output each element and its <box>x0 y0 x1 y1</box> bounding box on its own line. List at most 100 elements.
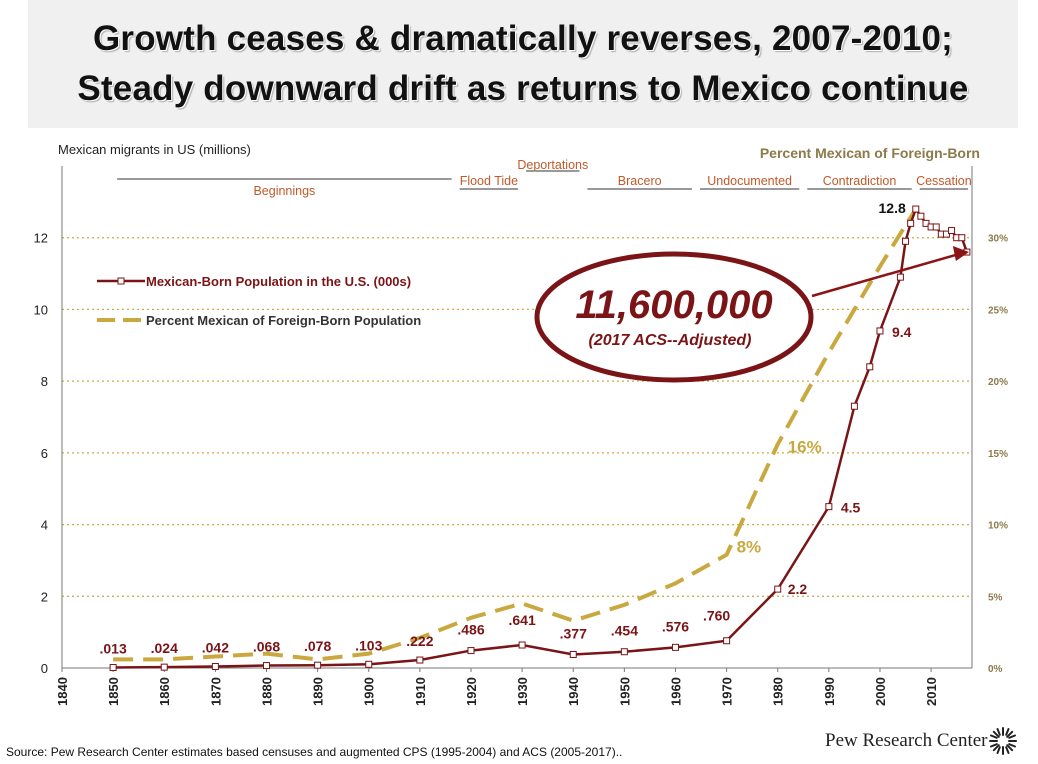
y-tick-label: 12 <box>34 231 48 246</box>
population-point <box>876 327 884 335</box>
y-tick-label: 6 <box>41 446 48 461</box>
brand-name: Pew Research Center <box>825 730 988 751</box>
y2-tick-label: 20% <box>988 377 1008 388</box>
data-label: .013 <box>99 641 126 657</box>
x-tick-label: 1840 <box>55 677 70 706</box>
percent-series-line <box>113 207 918 662</box>
source-note: Source: Pew Research Center estimates ba… <box>6 745 623 759</box>
y-tick-label: 0 <box>41 661 48 676</box>
x-tick-label: 1910 <box>413 677 428 706</box>
x-tick-label: 1900 <box>362 677 377 706</box>
x-tick-label: 1990 <box>822 677 837 706</box>
callout-ellipse <box>534 251 814 383</box>
y2-tick-label: 5% <box>988 592 1003 603</box>
chart-title: Growth ceases & dramatically reverses, 2… <box>28 14 1018 114</box>
era-label: Flood Tide <box>460 174 518 188</box>
x-tick-label: 1920 <box>464 677 479 706</box>
population-point <box>365 660 373 668</box>
data-label: .068 <box>253 639 280 655</box>
data-label: .042 <box>202 639 229 655</box>
population-point <box>922 219 930 227</box>
population-point <box>620 648 628 656</box>
data-label: 9.4 <box>892 324 912 340</box>
callout-note: (2017 ACS--Adjusted) <box>589 332 752 349</box>
legend-population-marker <box>117 277 125 285</box>
y2-tick-label: 25% <box>988 305 1008 316</box>
data-label: .641 <box>508 612 535 628</box>
population-point <box>948 227 956 235</box>
data-label: .222 <box>406 633 433 649</box>
legend-percent-label: Percent Mexican of Foreign-Born Populati… <box>146 313 421 328</box>
y2-tick-label: 15% <box>988 449 1008 460</box>
percent-label: 8% <box>737 538 762 557</box>
x-tick-label: 1870 <box>208 677 223 706</box>
population-point <box>671 643 679 651</box>
x-tick-label: 2010 <box>924 677 939 706</box>
callout-value: 11,600,000 <box>575 283 772 327</box>
population-point <box>467 647 475 655</box>
x-tick-label: 1890 <box>311 677 326 706</box>
x-tick-label: 1940 <box>566 677 581 706</box>
y-tick-label: 4 <box>41 518 48 533</box>
x-tick-label: 1850 <box>106 677 121 706</box>
population-point <box>917 212 925 220</box>
data-label: .576 <box>662 618 689 634</box>
callout-arrow-line <box>811 252 960 298</box>
x-tick-label: 1970 <box>720 677 735 706</box>
data-label: 4.5 <box>841 500 861 516</box>
population-point <box>569 650 577 658</box>
population-point <box>314 661 322 669</box>
y-tick-label: 10 <box>34 302 48 317</box>
percent-label: 16% <box>788 437 822 456</box>
title-line-1: Growth ceases & dramatically reverses, 2… <box>92 19 954 58</box>
title-line-2: Steady downward drift as returns to Mexi… <box>77 69 969 108</box>
population-point <box>902 237 910 245</box>
population-point <box>416 656 424 664</box>
population-point <box>850 402 858 410</box>
y-tick-label: 2 <box>41 589 48 604</box>
data-label: .377 <box>560 625 587 641</box>
data-label: .486 <box>457 622 484 638</box>
era-label: Beginnings <box>253 184 315 198</box>
population-point <box>912 205 920 213</box>
population-point <box>907 219 915 227</box>
population-point <box>160 663 168 671</box>
x-tick-label: 1960 <box>668 677 683 706</box>
data-label: .760 <box>703 608 730 624</box>
population-point <box>825 503 833 511</box>
population-point <box>262 662 270 670</box>
era-label: Deportations <box>517 158 588 172</box>
data-label: .078 <box>304 638 331 654</box>
population-point <box>896 273 904 281</box>
population-point <box>211 662 219 670</box>
population-point <box>518 641 526 649</box>
brand-sunburst-icon <box>989 727 1017 755</box>
population-point <box>932 223 940 231</box>
x-tick-label: 1950 <box>617 677 632 706</box>
x-tick-label: 1860 <box>157 677 172 706</box>
population-point <box>109 664 117 672</box>
population-point <box>958 234 966 242</box>
x-tick-label: 1930 <box>515 677 530 706</box>
x-tick-label: 1880 <box>259 677 274 706</box>
y-axis-title: Mexican migrants in US (millions) <box>58 142 251 157</box>
era-label: Contradiction <box>823 174 897 188</box>
population-point <box>774 585 782 593</box>
era-label: Undocumented <box>707 174 792 188</box>
title-band: Growth ceases & dramatically reverses, 2… <box>28 0 1018 128</box>
legend-population-label: Mexican-Born Population in the U.S. (000… <box>146 274 411 289</box>
x-tick-label: 1980 <box>771 677 786 706</box>
y-tick-label: 8 <box>41 374 48 389</box>
y2-axis-title: Percent Mexican of Foreign-Born <box>759 145 980 161</box>
population-point <box>942 230 950 238</box>
callout-arrowhead <box>952 246 969 262</box>
x-tick-label: 2000 <box>873 677 888 706</box>
data-label: .024 <box>151 640 178 656</box>
population-point <box>866 363 874 371</box>
y2-tick-label: 10% <box>988 521 1008 532</box>
data-label: .103 <box>355 637 382 653</box>
y2-tick-label: 30% <box>988 234 1008 245</box>
population-point <box>723 637 731 645</box>
y2-tick-label: 0% <box>988 664 1003 675</box>
